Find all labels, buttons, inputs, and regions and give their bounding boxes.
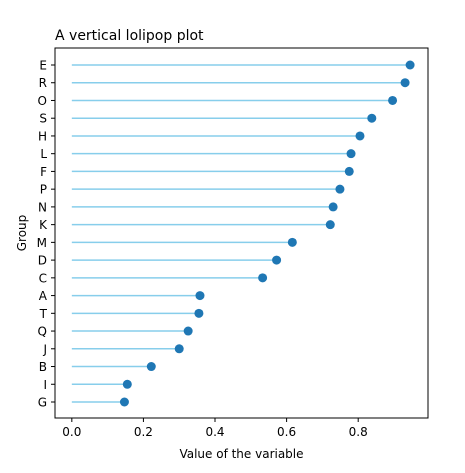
y-tick-label: J bbox=[42, 342, 47, 356]
marker-E bbox=[405, 60, 415, 70]
x-tick-label: 0.2 bbox=[134, 425, 153, 439]
marker-B bbox=[146, 362, 156, 372]
marker-G bbox=[119, 397, 129, 407]
y-tick-label: D bbox=[38, 254, 47, 268]
chart-title: A vertical lolipop plot bbox=[55, 28, 204, 44]
y-axis-label: Group bbox=[15, 215, 29, 252]
y-tick-label: G bbox=[38, 396, 47, 410]
y-tick-label: H bbox=[38, 129, 47, 143]
marker-R bbox=[400, 78, 410, 88]
marker-M bbox=[287, 237, 297, 247]
y-tick-label: L bbox=[40, 147, 47, 161]
y-tick-label: M bbox=[37, 236, 47, 250]
y-tick-label: A bbox=[39, 289, 48, 303]
y-tick-label: O bbox=[38, 94, 47, 108]
marker-N bbox=[328, 202, 338, 212]
y-tick-label: N bbox=[38, 200, 47, 214]
marker-A bbox=[195, 291, 205, 301]
marker-Q bbox=[183, 326, 193, 336]
plot-frame bbox=[54, 47, 429, 419]
x-tick-label: 0.6 bbox=[277, 425, 296, 439]
y-tick-label: B bbox=[39, 360, 47, 374]
marker-T bbox=[194, 308, 204, 318]
y-tick-label: R bbox=[39, 76, 47, 90]
y-tick-label: I bbox=[43, 378, 47, 392]
marker-K bbox=[325, 220, 335, 230]
y-tick-label: K bbox=[39, 218, 48, 232]
marker-D bbox=[272, 255, 282, 265]
y-tick-label: S bbox=[39, 112, 47, 126]
y-tick-label: T bbox=[39, 307, 48, 321]
marker-I bbox=[122, 379, 132, 389]
x-axis-label: Value of the variable bbox=[179, 447, 303, 461]
marker-P bbox=[335, 184, 345, 194]
marker-J bbox=[174, 344, 184, 354]
markers-layer bbox=[119, 60, 415, 407]
y-tick-label: C bbox=[39, 271, 47, 285]
marker-C bbox=[258, 273, 268, 283]
x-tick-label: 0.4 bbox=[205, 425, 224, 439]
y-tick-label: Q bbox=[38, 325, 47, 339]
marker-L bbox=[346, 149, 356, 159]
x-tick-label: 0.8 bbox=[349, 425, 368, 439]
y-tick-label: F bbox=[40, 165, 47, 179]
y-tick-label: P bbox=[40, 183, 47, 197]
stems-layer bbox=[71, 64, 411, 403]
y-tick-label: E bbox=[39, 59, 47, 73]
marker-F bbox=[344, 166, 354, 176]
marker-H bbox=[355, 131, 365, 141]
marker-O bbox=[388, 95, 398, 105]
marker-S bbox=[367, 113, 377, 123]
x-axis-ticks: 0.0 0.2 0.4 0.6 0.8 bbox=[62, 418, 368, 439]
x-tick-label: 0.0 bbox=[62, 425, 81, 439]
